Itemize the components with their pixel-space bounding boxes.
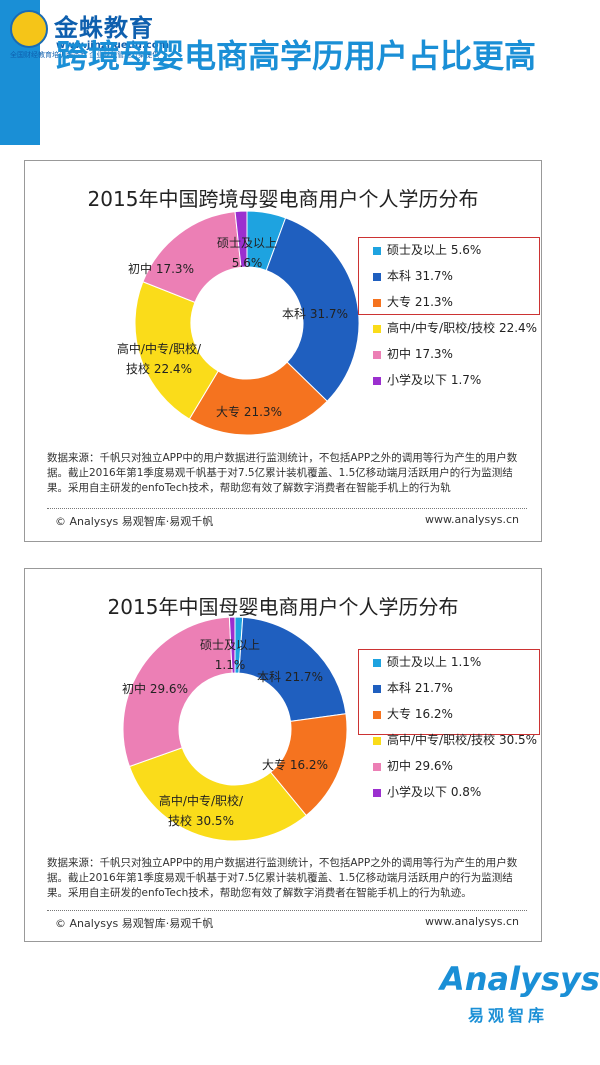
legend-swatch-2 bbox=[373, 298, 381, 307]
legend-item-1: 本科 21.7% bbox=[373, 675, 453, 701]
logo-slogan: 全国财经教育培训服务商 企业财税管理方案提供 bbox=[10, 51, 160, 59]
legend-label-0: 硕士及以上 1.1% bbox=[387, 655, 482, 669]
legend-label-3: 高中/中专/职校/技校 30.5% bbox=[387, 733, 538, 747]
donut-slice-3 bbox=[128, 747, 307, 842]
source-note-1: 数据来源：千帆只对独立APP中的用户数据进行监测统计，不包括APP之外的调用等行… bbox=[47, 452, 518, 494]
legend-item-0: 硕士及以上 5.6% bbox=[373, 237, 481, 263]
website-2: www.analysys.cn bbox=[425, 915, 519, 928]
donut-chart-2: 硕士及以上 1.1%本科 21.7% 大专 16.2% 高中/中专/职校/技校 30.… bbox=[122, 616, 348, 842]
donut-slice-5 bbox=[228, 616, 236, 674]
slice-label-2: 大专 16.2% bbox=[262, 757, 328, 772]
jinzhu-logo: 金蛛教育 www.jinzhuedu.com 全国财经教育培训服务商 企业财税管… bbox=[6, 4, 196, 59]
page-title: 跨境母婴电商高学历用户占比更高 bbox=[56, 37, 537, 75]
legend-item-2: 大专 16.2% bbox=[373, 701, 453, 727]
legend-label-3: 高中/中专/职校/技校 22.4% bbox=[387, 321, 538, 335]
analysys-logo-text: Analysys bbox=[440, 960, 600, 998]
legend-swatch-0 bbox=[373, 658, 381, 667]
legend-swatch-3 bbox=[373, 736, 381, 745]
legend-label-2: 大专 16.2% bbox=[387, 707, 453, 721]
slice-label-4: 初中 17.3% bbox=[128, 261, 194, 276]
slice-label-0: 硕士及以上 5.6% bbox=[217, 236, 277, 270]
legend-swatch-5 bbox=[373, 376, 381, 385]
copyright-1: © Analysys 易观智库·易观千帆 bbox=[55, 515, 214, 528]
donut-slice-1 bbox=[265, 217, 360, 402]
slice-label-3: 高中/中专/职校/技校 22.4% bbox=[117, 341, 202, 376]
logo-name: 金蛛教育 bbox=[54, 14, 154, 42]
legend-swatch-1 bbox=[373, 272, 381, 281]
legend-swatch-5 bbox=[373, 788, 381, 797]
legend-highlight-box-2 bbox=[358, 649, 540, 735]
legend-label-2: 大专 21.3% bbox=[387, 295, 453, 309]
donut-slice-4 bbox=[122, 616, 233, 768]
analysys-logo-sub: 易观智库 bbox=[468, 1006, 549, 1025]
legend-label-5: 小学及以下 1.7% bbox=[387, 373, 482, 387]
slice-label-3: 高中/中专/职校/技校 30.5% bbox=[159, 793, 244, 828]
spider-logo-icon bbox=[10, 10, 48, 48]
divider-2 bbox=[47, 910, 527, 911]
slice-label-2: 大专 21.3% bbox=[216, 404, 282, 419]
chart-panel-2: 2015年中国母婴电商用户个人学历分布 硕士及以上 1.1% 本科 21.7% 大专 … bbox=[24, 568, 542, 942]
slice-label-1: 本科 31.7% bbox=[282, 307, 348, 321]
legend-item-0: 硕士及以上 1.1% bbox=[373, 649, 481, 675]
legend-item-4: 初中 17.3% bbox=[373, 341, 453, 367]
legend-highlight-box-1 bbox=[358, 237, 540, 315]
chart-panel-1: 2015年中国跨境母婴电商用户个人学历分布 硕士及以上 5.6% 本科 31.7% 大… bbox=[24, 160, 542, 542]
legend-swatch-2 bbox=[373, 710, 381, 719]
legend-item-5: 小学及以下 1.7% bbox=[373, 367, 481, 393]
donut-slice-3 bbox=[134, 281, 219, 420]
donut-slice-1 bbox=[238, 616, 347, 722]
legend-label-1: 本科 21.7% bbox=[387, 681, 453, 695]
legend-swatch-1 bbox=[373, 684, 381, 693]
legend-item-3: 高中/中专/职校/技校 30.5% bbox=[373, 727, 537, 753]
legend-swatch-0 bbox=[373, 246, 381, 255]
legend-swatch-4 bbox=[373, 762, 381, 771]
legend-item-3: 高中/中专/职校/技校 22.4% bbox=[373, 315, 537, 341]
legend-item-4: 初中 29.6% bbox=[373, 753, 453, 779]
donut-chart-1: 硕士及以上 5.6% 本科 31.7% 大专 21.3% 高中/中专/职校/技校 22.… bbox=[117, 210, 360, 436]
legend-item-2: 大专 21.3% bbox=[373, 289, 453, 315]
chart-title-1: 2015年中国跨境母婴电商用户个人学历分布 bbox=[87, 187, 479, 211]
analysys-logo: Analysys 易观智库 bbox=[440, 960, 600, 1030]
donut-slice-5 bbox=[234, 210, 248, 268]
slice-label-4: 初中 29.6% bbox=[122, 681, 188, 696]
chart-title-2: 2015年中国母婴电商用户个人学历分布 bbox=[107, 595, 459, 619]
legend-swatch-4 bbox=[373, 350, 381, 359]
legend-label-1: 本科 31.7% bbox=[387, 269, 453, 283]
legend-swatch-3 bbox=[373, 324, 381, 333]
legend-label-5: 小学及以下 0.8% bbox=[387, 785, 482, 799]
legend-label-4: 初中 17.3% bbox=[387, 347, 453, 361]
legend-label-0: 硕士及以上 5.6% bbox=[387, 243, 482, 257]
slice-label-0: 硕士及以上 1.1% bbox=[200, 638, 260, 672]
logo-url: www.jinzhuedu.com bbox=[56, 40, 169, 51]
website-1: www.analysys.cn bbox=[425, 513, 519, 526]
legend-item-1: 本科 31.7% bbox=[373, 263, 453, 289]
legend-label-4: 初中 29.6% bbox=[387, 759, 453, 773]
divider-1 bbox=[47, 508, 527, 509]
source-note-2: 数据来源：千帆只对独立APP中的用户数据进行监测统计，不包括APP之外的调用等行… bbox=[47, 857, 518, 899]
legend-item-5: 小学及以下 0.8% bbox=[373, 779, 481, 805]
copyright-2: © Analysys 易观智库·易观千帆 bbox=[55, 917, 214, 930]
slice-label-1: 本科 21.7% bbox=[257, 670, 323, 684]
